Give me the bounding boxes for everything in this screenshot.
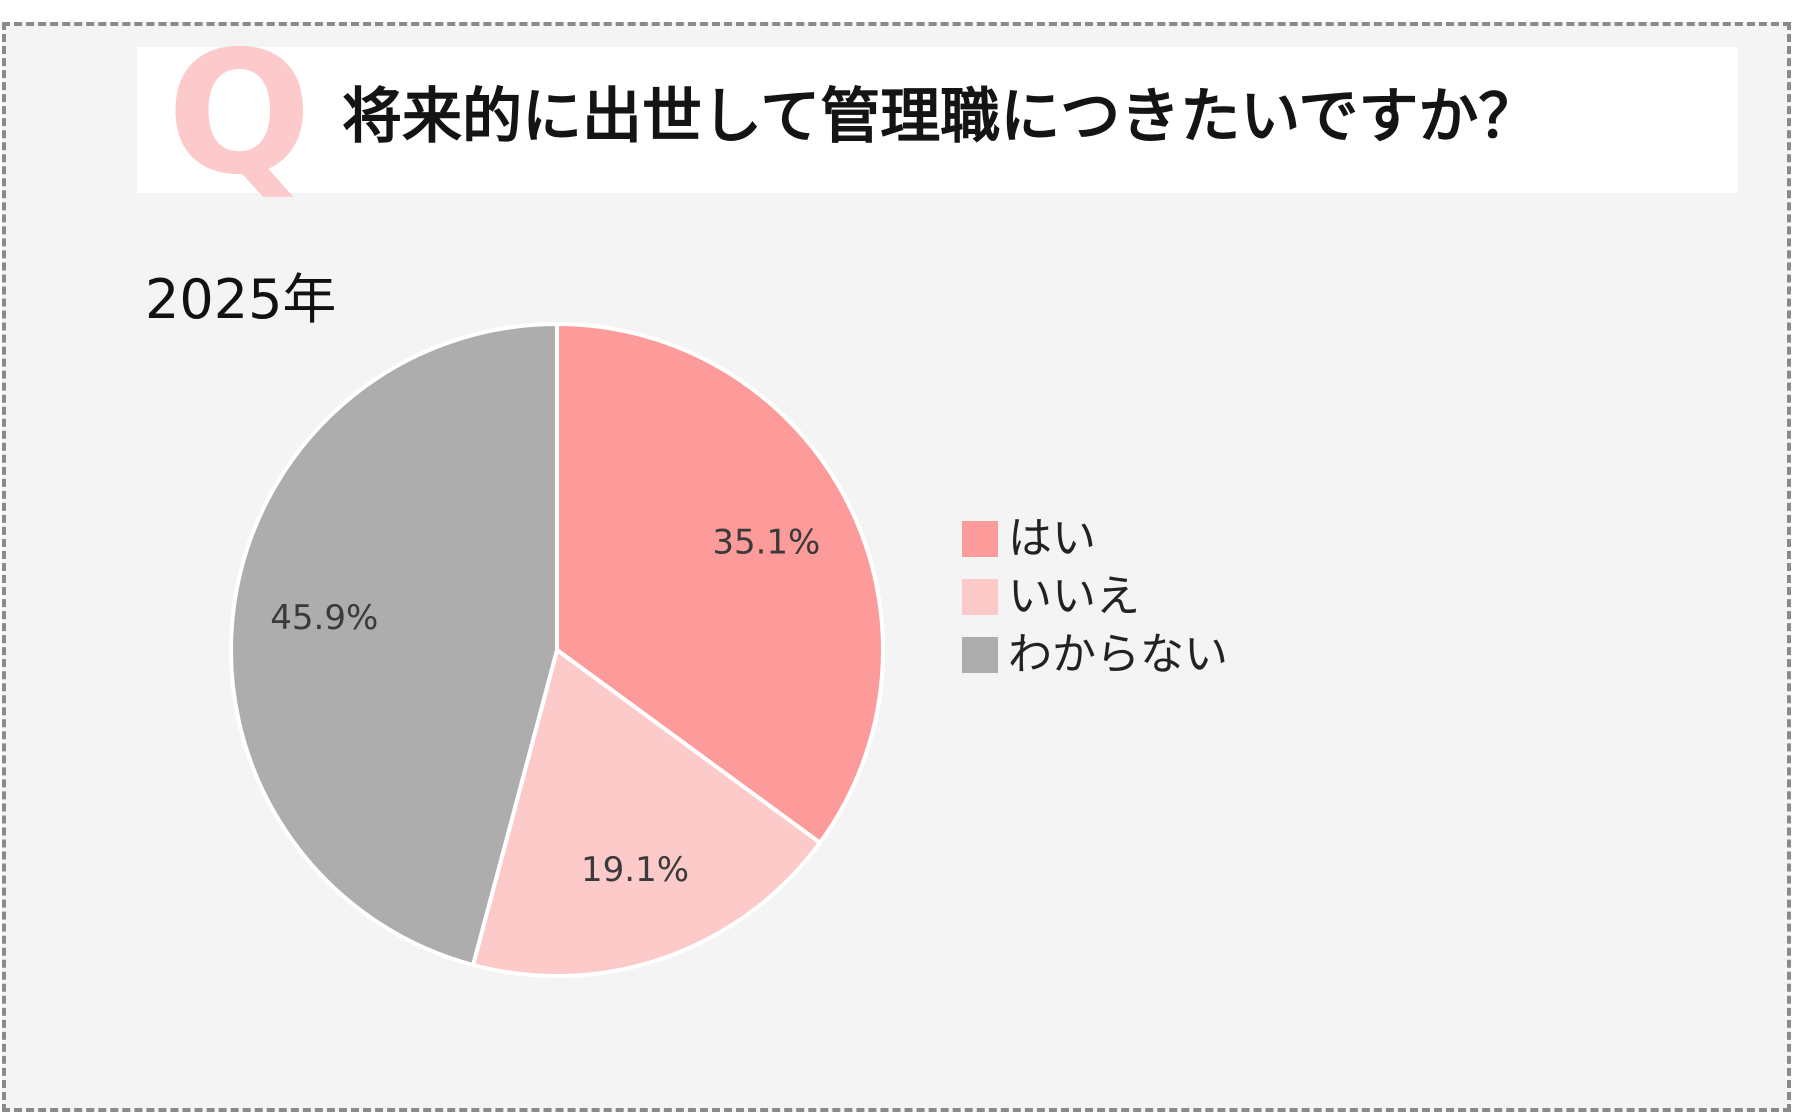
question-banner: Q 将来的に出世して管理職につきたいですか？ (137, 29, 1738, 199)
legend-swatch (962, 521, 998, 557)
legend-label: わからない (1008, 629, 1228, 680)
pie-slice (229, 322, 559, 968)
legend-item: わからない (962, 626, 1228, 684)
chart-subtitle: 2025年 (145, 268, 337, 331)
q-mark: Q (167, 15, 312, 213)
legend-swatch (962, 579, 998, 615)
legend: はいいいえわからない (962, 510, 1228, 684)
pie-slice (471, 648, 822, 978)
legend-label: はい (1008, 513, 1096, 564)
pie-slice (555, 322, 885, 845)
legend-item: いいえ (962, 568, 1228, 626)
question-title: 将来的に出世して管理職につきたいですか？ (342, 82, 1539, 152)
pie-slices (229, 322, 885, 978)
legend-item: はい (962, 510, 1228, 568)
legend-label: いいえ (1008, 571, 1140, 622)
pie-data-label: 19.1% (581, 850, 689, 890)
pie-labels: 35.1% 19.1% 45.9% (270, 522, 820, 889)
legend-swatch (962, 637, 998, 673)
pie-data-label: 45.9% (270, 598, 378, 638)
pie-data-label: 35.1% (712, 522, 820, 562)
